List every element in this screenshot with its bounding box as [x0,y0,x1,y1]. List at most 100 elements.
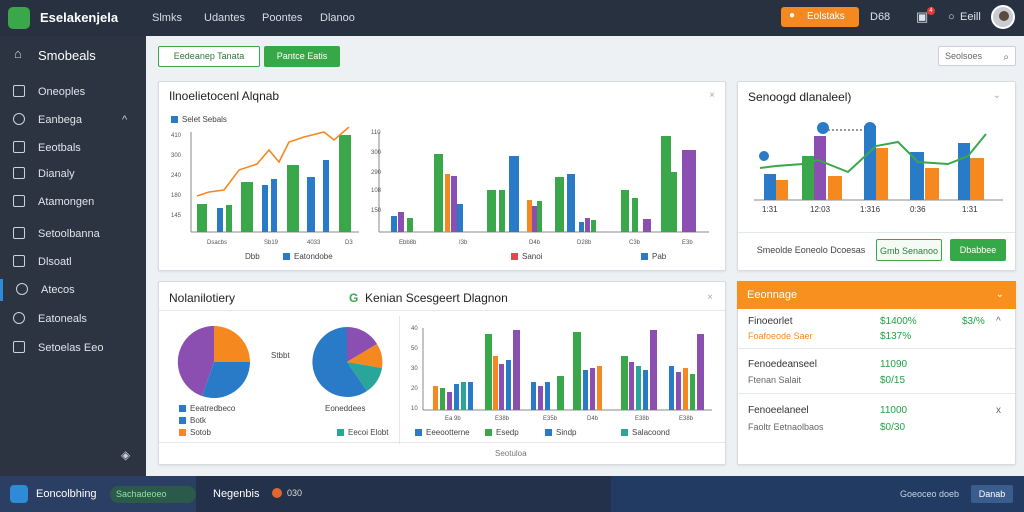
combo-chart: 410 300 240 180 145 Dsacbs Sb19 4033 D3 [171,126,359,246]
svg-text:50: 50 [411,346,418,352]
sidebar-item-2[interactable]: Eanbega ^ [0,109,146,131]
bottom-badge[interactable]: Sachadeoeo [110,486,196,503]
legend-swatch [179,405,186,413]
svg-text:E35b: E35b [543,416,558,422]
sidebar-title: Smobeals [38,48,96,63]
data-marker [759,151,769,161]
stat-button-1[interactable]: Smeolde Eoneolo Dcoesas [750,239,872,261]
clock-icon [16,283,28,295]
stat-button-3[interactable]: Dbabbee [950,239,1006,261]
chat-icon[interactable] [10,485,28,503]
pie1-legend-2: Botk [179,416,206,425]
legend-swatch [545,429,552,437]
bottom-mid-label: Negenbis [213,488,260,500]
svg-text:4033: 4033 [307,240,321,246]
status-dot-icon [272,488,282,498]
sidebar-item-9[interactable]: Eatoneals [0,308,146,330]
svg-text:Ea 9b: Ea 9b [445,416,461,422]
pie1-legend-3: Sotob [179,428,211,437]
svg-text:Ebb8b: Ebb8b [399,240,417,246]
sidebar-item-5[interactable]: Atamongen [0,191,146,213]
svg-text:Dsacbs: Dsacbs [207,240,227,246]
main-chart-card: Ilnoelietocenl Alqnab × Selet Sebals 410… [158,81,726,271]
chevron-down-icon[interactable]: ⌄ [995,289,1004,300]
nav-item-1[interactable]: Slmks [152,12,182,24]
bottom-right-link[interactable]: Goeoceo doeb [900,489,960,499]
svg-text:40: 40 [411,326,418,332]
forecast-header: Eeonnage ⌄ [737,281,1016,309]
gear-icon[interactable]: ◈ [121,448,131,462]
close-icon[interactable]: × [709,90,715,101]
nav-item-2[interactable]: Udantes [204,12,245,24]
doc-icon [13,85,25,97]
nav-item-4[interactable]: Dlanoo [320,12,355,24]
svg-text:E38b: E38b [635,416,650,422]
top-bar: Eselakenjela Slmks Udantes Poontes Dlano… [0,0,1024,36]
svg-text:110: 110 [371,130,381,136]
users-icon [13,341,25,353]
forecast-row-1-pct: $3/% [962,316,985,327]
notification-icon[interactable]: ▣ [916,9,929,24]
sidebar-item-6[interactable]: Setoolbanna [0,223,146,245]
sidebar-item-4[interactable]: Dianaly [0,163,146,185]
secondary-line [759,133,987,174]
settings-icon [13,312,25,324]
divider [159,310,725,311]
chevron-up-icon[interactable]: ^ [122,114,128,126]
legend-swatch [641,253,648,261]
avatar[interactable] [991,5,1015,29]
sidebar-item-1[interactable]: Oneoples [0,81,146,103]
bottom-app-section: Eoncolbhing Sachadeoeo [0,476,196,512]
orange-action-button[interactable]: ● Eolstaks [781,7,859,27]
svg-text:1:316: 1:316 [860,205,881,214]
forecast-row-3-val2: $0/30 [880,422,906,433]
search-icon [13,113,25,125]
card-title: Nolanilotiery [169,291,236,305]
pie-chart-1 [177,325,251,399]
sidebar-item-3[interactable]: Eeotbals [0,137,146,159]
data-marker [864,122,876,134]
bar-legend-4: Salacoond [621,428,670,437]
bar-legend-2: Esedp [485,428,519,437]
search-input[interactable]: Seolsoes ⌕ [938,46,1016,66]
forecast-row-2-name: Fenoedeanseel [748,359,817,370]
legend-item: Selet Sebals [171,115,227,124]
divider [399,316,400,444]
svg-text:E38b: E38b [495,416,510,422]
legend-swatch [485,429,492,437]
pie2-legend: Eecoi Elobt [337,428,388,437]
outline-button[interactable]: Eedeanep Tanata [158,46,260,67]
app-logo-icon[interactable] [8,7,30,29]
close-icon[interactable]: × [707,292,713,303]
forecast-card [737,281,1016,465]
card-footer-link[interactable]: Seotuloa [495,449,527,458]
svg-text:300: 300 [171,153,182,159]
forecast-row-1-sub: Foafoeode Saer [748,331,813,341]
chart-icon [13,167,25,179]
search-icon: ⌕ [1003,52,1009,63]
pie-chart-2 [312,327,383,397]
svg-text:180: 180 [171,193,182,199]
chevron-up-icon[interactable]: ^ [996,316,1001,327]
close-icon[interactable]: x [996,405,1001,416]
user-short[interactable]: D68 [870,11,891,23]
sidebar: ⌂ Smobeals Oneoples Eanbega ^ Eeotbals Di… [0,36,146,476]
stat-button-2[interactable]: Gmb Senanoo [876,239,942,261]
sidebar-item-7[interactable]: Dlsoatl [0,251,146,273]
svg-text:D4b: D4b [529,240,541,246]
sidebar-item-8[interactable]: Atecos [0,279,146,301]
pie-annotation: Stbbt [271,351,290,360]
bottom-right-button[interactable]: Danab [971,485,1013,503]
svg-text:240: 240 [171,173,182,179]
user-name[interactable]: Eeill [960,11,981,23]
combo-bars [197,135,351,232]
chevron-down-icon[interactable]: ⌄ [992,90,1001,101]
svg-text:D3: D3 [345,240,353,246]
sidebar-item-10[interactable]: Setoelas Eeo [0,337,146,359]
nav-item-3[interactable]: Poontes [262,12,303,24]
pie2-label: Eoneddees [325,404,366,413]
bottom-bar-chart: 40 50 30 20 10 Ea 9b E38b E35b D4b E38b E38b [411,326,712,422]
profile-icon[interactable]: ○ [948,11,955,23]
pies-card: Nolanilotiery G Kenian Scesgeert Dlagnon… [158,281,726,465]
green-button[interactable]: Pantce Eatis [264,46,340,67]
